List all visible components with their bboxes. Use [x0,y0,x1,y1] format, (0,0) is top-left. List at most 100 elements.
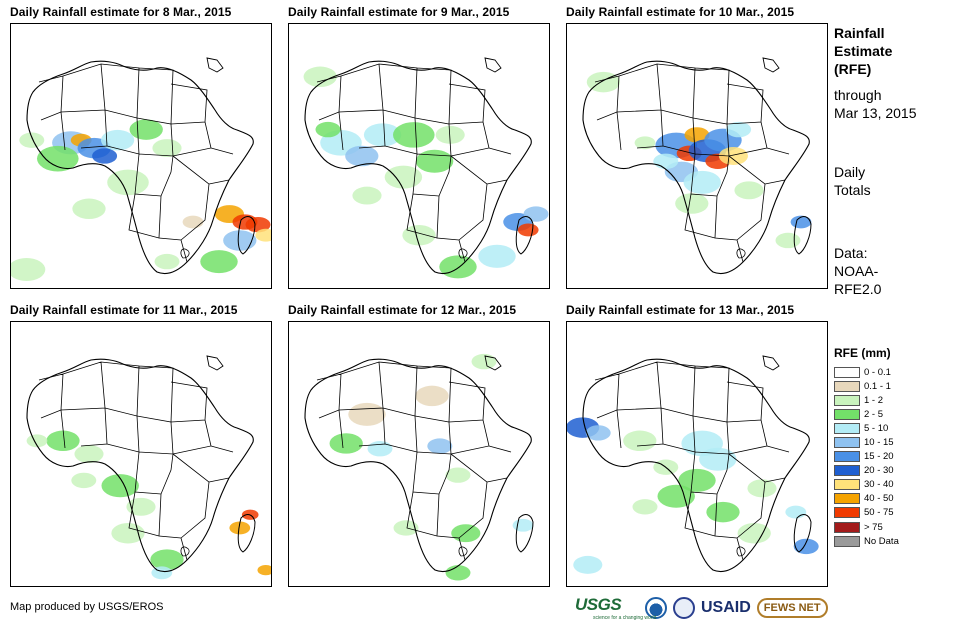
legend-item: > 75 [834,520,944,534]
rainfall-patch [675,193,709,214]
rainfall-patch [478,244,516,268]
map-title: Daily Rainfall estimate for 9 Mar., 2015 [288,5,510,19]
rainfall-patch [747,479,777,498]
rainfall-patch [435,125,465,144]
legend-item: 40 - 50 [834,492,944,506]
rainfall-patch [92,148,118,164]
map-svg [303,57,549,279]
legend-item: No Data [834,534,944,548]
rainfall-patch [623,430,657,452]
legend-label: 0 - 0.1 [864,366,891,378]
legend-swatch [834,422,860,434]
totals-line: Totals [834,182,871,198]
rainfall-patch [74,445,104,463]
rfe-title: Rainfall Estimate (RFE) [834,24,892,78]
through-date: through Mar 13, 2015 [834,86,917,122]
rainfall-patch [245,216,271,233]
map-title: Daily Rainfall estimate for 11 Mar., 201… [10,303,238,317]
rainfall-patch [726,121,752,138]
rainfall-patch [200,250,238,274]
rainfall-patch [445,467,471,483]
rainfall-patch [71,472,97,489]
legend-label: 30 - 40 [864,479,894,491]
map-svg [304,353,534,581]
rainfall-patch [683,170,721,194]
rainfall-patch [107,169,149,196]
rainfall-patch [126,497,156,516]
rainfall-patch [11,258,46,282]
rainfall-patch [793,538,819,555]
rainfall-patch [315,121,341,138]
rainfall-patch [684,127,710,143]
legend-swatch [834,479,860,491]
map-credit: Map produced by USGS/EROS [10,601,164,613]
legend-swatch [834,380,860,392]
legend-swatch [834,394,860,406]
rainfall-patch [427,438,453,454]
data-line: NOAA- [834,263,879,279]
rainfall-patch [734,181,764,200]
usgs-wordmark: USGS [575,595,622,614]
rainfall-patch [678,468,716,492]
rainfall-patch [439,255,477,279]
legend-item: 1 - 2 [834,393,944,407]
legend-item: 2 - 5 [834,407,944,421]
legend-swatch [834,437,860,449]
rainfall-patch [100,129,135,151]
rfe-title-line: (RFE) [834,61,872,77]
rainfall-patch [512,518,534,532]
legend-label: 10 - 15 [864,437,894,449]
legend-item: 50 - 75 [834,506,944,520]
map-title: Daily Rainfall estimate for 12 Mar., 201… [288,303,517,317]
legend-item: 10 - 15 [834,435,944,449]
legend-item: 30 - 40 [834,478,944,492]
legend-label: > 75 [864,521,883,533]
rainfall-patch [111,522,145,544]
rainfall-patch [367,441,393,457]
rainfall-patch [634,136,656,150]
legend-swatch [834,521,860,533]
rainfall-patch [402,224,436,246]
agency-logos: USGS science for a changing world USAID … [575,595,828,621]
africa-outline [582,355,812,573]
map-svg [567,355,819,574]
legend-label: 40 - 50 [864,493,894,505]
usgs-tagline: science for a changing world [593,615,657,621]
rainfall-patch [150,549,184,570]
rainfall-patch [19,132,45,148]
legend-label: 2 - 5 [864,408,884,420]
legend-label: No Data [864,535,899,547]
legend-item: 5 - 10 [834,421,944,435]
rainfall-patch [348,402,386,426]
noaa-logo-icon [645,597,667,619]
legend-swatch [834,507,860,519]
rainfall-patch [573,555,603,574]
rainfall-patch [415,385,449,407]
rainfall-patch [129,119,163,140]
rainfall-patch [523,206,549,222]
legend-label: 15 - 20 [864,451,894,463]
rainfall-patch [37,145,79,172]
rainfall-map [566,23,828,289]
end-date: Mar 13, 2015 [834,105,917,121]
rainfall-map [10,321,272,587]
usaid-logo: USAID [701,599,751,616]
map-svg [11,57,271,282]
legend-swatch [834,493,860,505]
map-title: Daily Rainfall estimate for 10 Mar., 201… [566,5,795,19]
rainfall-patch [46,430,80,452]
map-title: Daily Rainfall estimate for 13 Mar., 201… [566,303,795,317]
legend-item: 0 - 0.1 [834,365,944,379]
rainfall-patch [72,198,106,220]
rfe-title-line: Estimate [834,43,893,59]
rainfall-patch [229,521,251,535]
legend-swatch [834,451,860,463]
data-source-label: Data: NOAA- RFE2.0 [834,244,881,298]
legend-item: 0.1 - 1 [834,379,944,393]
rainfall-patch [517,223,539,237]
rainfall-patch [775,232,801,249]
rainfall-patch [384,165,423,189]
rainfall-map [288,23,550,289]
rainfall-patch [101,474,139,498]
legend-label: 5 - 10 [864,422,889,434]
